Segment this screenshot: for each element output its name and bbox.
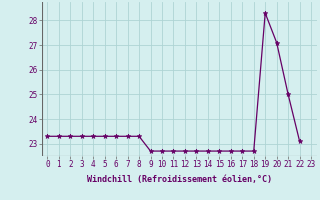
X-axis label: Windchill (Refroidissement éolien,°C): Windchill (Refroidissement éolien,°C) <box>87 175 272 184</box>
